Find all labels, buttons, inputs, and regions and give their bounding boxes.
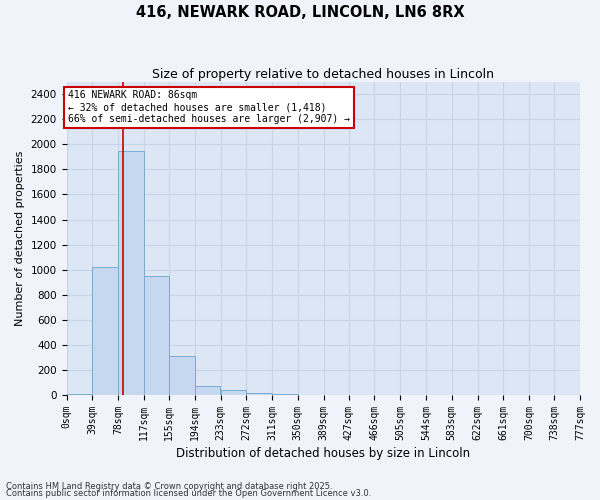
Bar <box>118 150 143 395</box>
Bar <box>195 386 220 395</box>
Bar <box>144 276 169 395</box>
Bar <box>221 390 246 395</box>
Bar <box>169 356 194 395</box>
Bar <box>247 393 272 395</box>
Text: Contains HM Land Registry data © Crown copyright and database right 2025.: Contains HM Land Registry data © Crown c… <box>6 482 332 491</box>
X-axis label: Distribution of detached houses by size in Lincoln: Distribution of detached houses by size … <box>176 447 470 460</box>
Bar <box>272 394 298 395</box>
Text: 416 NEWARK ROAD: 86sqm
← 32% of detached houses are smaller (1,418)
66% of semi-: 416 NEWARK ROAD: 86sqm ← 32% of detached… <box>68 90 350 124</box>
Text: 416, NEWARK ROAD, LINCOLN, LN6 8RX: 416, NEWARK ROAD, LINCOLN, LN6 8RX <box>136 5 464 20</box>
Text: Contains public sector information licensed under the Open Government Licence v3: Contains public sector information licen… <box>6 489 371 498</box>
Y-axis label: Number of detached properties: Number of detached properties <box>15 150 25 326</box>
Bar <box>67 394 92 395</box>
Bar <box>92 267 118 395</box>
Title: Size of property relative to detached houses in Lincoln: Size of property relative to detached ho… <box>152 68 494 80</box>
